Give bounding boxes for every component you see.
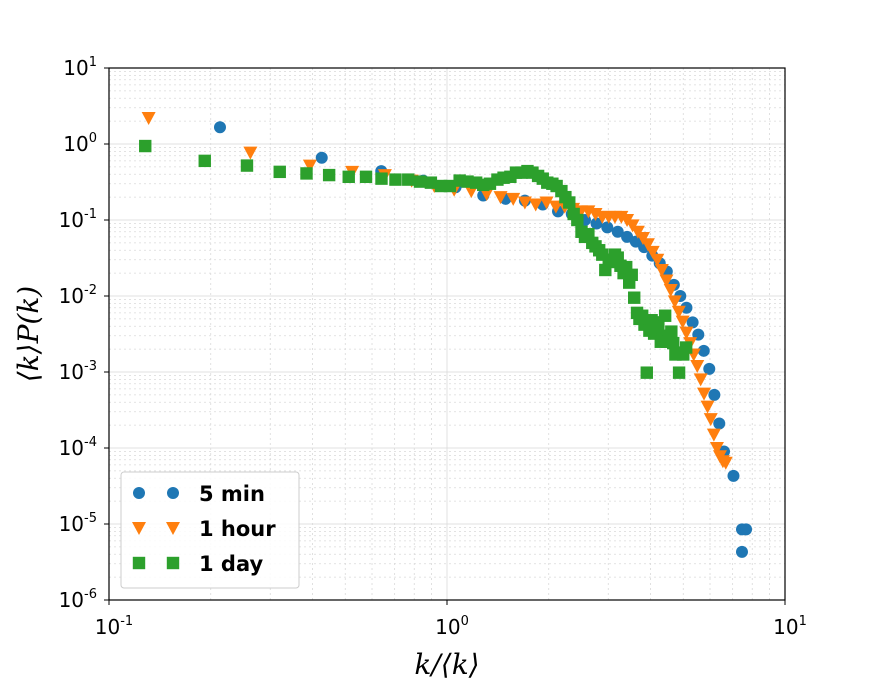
data-point-triangle-down	[506, 192, 521, 206]
data-point-circle	[740, 523, 753, 536]
data-point-square	[628, 291, 641, 304]
data-point-circle	[601, 221, 614, 234]
data-point-square	[667, 336, 680, 350]
y-tick-label: 100	[63, 131, 97, 156]
x-tick-label: 100	[435, 614, 469, 639]
data-point-triangle-down	[479, 187, 494, 201]
data-point-square	[198, 154, 211, 168]
data-point-circle	[703, 362, 716, 375]
data-point-square	[402, 173, 415, 186]
series-square	[139, 139, 693, 379]
data-point-triangle-down	[679, 326, 694, 340]
data-point-triangle-down	[706, 428, 721, 442]
data-point-square	[571, 213, 584, 227]
legend-label: 5 min	[199, 482, 265, 506]
series-triangle-down	[141, 111, 733, 470]
y-axis-label: ⟨k⟩P(k)	[12, 286, 45, 382]
x-axis-label: k/⟨k⟩	[414, 648, 479, 681]
data-point-circle	[621, 230, 634, 243]
legend-label: 1 hour	[199, 517, 276, 541]
data-point-circle	[735, 545, 748, 558]
data-point-square	[640, 366, 653, 379]
data-point-triangle-down	[700, 400, 715, 414]
data-point-triangle-down	[690, 359, 705, 373]
data-point-triangle-down	[659, 274, 674, 288]
data-point-triangle-down	[654, 263, 669, 277]
data-point-square	[679, 341, 693, 354]
legend-marker-triangle-down	[166, 522, 180, 535]
data-point-triangle-down	[650, 253, 665, 267]
data-point-square	[672, 366, 686, 379]
data-point-triangle-down	[709, 442, 724, 455]
data-point-square	[625, 268, 638, 282]
data-point-triangle-down	[548, 200, 563, 214]
data-point-square	[322, 168, 336, 182]
data-point-triangle-down	[645, 245, 660, 259]
legend-marker-circle	[133, 487, 145, 499]
data-point-triangle-down	[517, 196, 532, 210]
data-point-square	[563, 196, 576, 209]
data-point-square	[139, 139, 152, 153]
data-point-circle	[697, 344, 710, 357]
data-points	[139, 111, 753, 558]
data-point-triangle-down	[640, 238, 655, 252]
legend-label: 1 day	[199, 552, 263, 576]
data-point-triangle-down	[697, 387, 712, 401]
data-point-square	[375, 172, 388, 185]
y-tick-label: 10-3	[59, 359, 97, 384]
data-point-circle	[713, 417, 726, 430]
data-point-circle	[680, 301, 693, 314]
legend: 5 min 1 hour 1 day	[120, 471, 300, 589]
legend-marker-circle	[167, 487, 179, 499]
data-point-square	[359, 170, 373, 184]
data-point-circle	[708, 388, 721, 401]
data-point-circle	[686, 316, 699, 329]
data-point-square	[342, 170, 355, 184]
data-point-triangle-down	[493, 191, 508, 205]
data-point-circle	[590, 217, 603, 230]
data-point-square	[273, 165, 286, 179]
data-point-square	[413, 175, 427, 188]
data-point-square	[300, 167, 313, 180]
x-tick-label: 101	[773, 614, 807, 639]
data-point-triangle-down	[667, 295, 682, 309]
y-tick-label: 10-6	[59, 587, 97, 612]
y-tick-label: 10-4	[59, 435, 97, 460]
data-point-square	[389, 173, 402, 186]
data-point-triangle-down	[703, 413, 718, 427]
data-point-triangle-down	[663, 283, 678, 297]
data-point-triangle-down	[539, 196, 554, 210]
data-point-square	[658, 309, 672, 322]
data-point-square	[665, 325, 678, 338]
data-point-square	[424, 176, 438, 189]
data-point-triangle-down	[675, 315, 690, 329]
data-point-triangle-down	[718, 456, 733, 470]
data-point-triangle-down	[243, 146, 258, 160]
y-tick-label: 101	[63, 55, 97, 80]
data-point-square	[240, 159, 254, 172]
y-tick-label: 10-5	[59, 511, 97, 536]
legend-marker-triangle-down	[132, 522, 146, 535]
data-point-triangle-down	[302, 159, 317, 173]
data-point-triangle-down	[141, 111, 156, 125]
data-point-circle	[611, 225, 624, 238]
legend-marker-square	[166, 556, 180, 570]
data-point-triangle-down	[671, 305, 686, 319]
y-tick-label: 10-2	[59, 283, 97, 308]
y-tick-label: 10-1	[59, 207, 97, 232]
axis-ticks: 10-1 100 101 10-6 10-5 10-4 10-3 10-2 10-1 100 101	[59, 55, 807, 639]
x-tick-label: 10-1	[95, 614, 133, 639]
legend-marker-square	[132, 556, 146, 570]
data-point-circle	[213, 121, 226, 134]
legend-box	[120, 471, 300, 589]
data-point-triangle-down	[528, 198, 543, 212]
data-point-circle	[727, 469, 740, 482]
data-point-triangle-down	[693, 373, 708, 387]
data-point-square	[443, 179, 457, 193]
data-point-circle	[315, 151, 328, 164]
